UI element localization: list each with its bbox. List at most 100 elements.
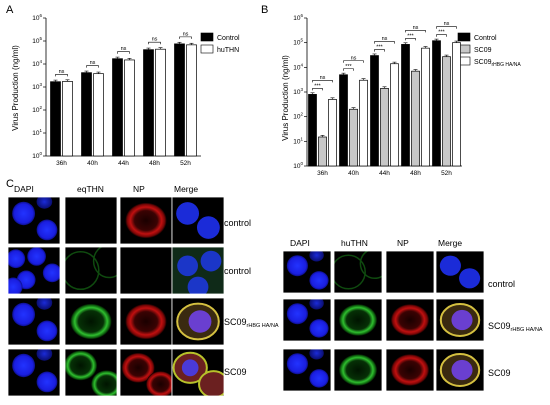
nucleus [12, 201, 36, 226]
panel-letter-c: C [6, 178, 14, 190]
micrograph-right-r1-c4 [435, 250, 485, 294]
chart-a-ytick-label: 105 [32, 36, 42, 45]
significance-label: ns [90, 60, 96, 66]
micrograph-right-r3-c1 [282, 348, 332, 392]
micrograph-left-r4-c2 [64, 348, 118, 397]
micro-left-row3-label: SC09rHBG HA/NA [224, 317, 279, 329]
np-signal [121, 352, 155, 383]
chart-b-ytick-label: 101 [293, 136, 303, 145]
micro-right-header-huthn: huTHN [341, 238, 368, 248]
nucleus [12, 302, 36, 327]
tile-border [282, 250, 332, 294]
significance-label: *** [376, 45, 383, 51]
merge-membrane [439, 353, 481, 387]
chart-a-xtick-label: 52h [180, 160, 191, 167]
bar-b-sc09-48h [421, 47, 430, 167]
bar-b-sc09-40h [349, 108, 358, 167]
tile-border [7, 196, 61, 245]
merge-nucleus [451, 309, 473, 331]
chart-a-xtick-label: 36h [56, 160, 67, 167]
nucleus [8, 277, 23, 294]
significance-bracket [374, 41, 395, 44]
nucleus [286, 255, 308, 277]
micro-right-row3-label: SC09 [488, 368, 511, 378]
thn-signal [92, 247, 117, 279]
micro-left-header-np: NP [133, 184, 145, 194]
panel-letter-a: A [6, 4, 14, 16]
nucleus [36, 349, 53, 361]
nucleus [12, 353, 36, 378]
significance-label: ns [320, 75, 326, 81]
chart-b-xtick-label: 40h [348, 170, 359, 177]
chart-a-ytick-label: 106 [32, 13, 42, 22]
bar-a-huthn-36h [62, 81, 73, 157]
micrograph-left-r4-c4 [171, 348, 225, 397]
significance-label: ns [183, 31, 189, 37]
chart-b-xtick-label: 44h [379, 170, 390, 177]
micro-left-row2-label: control [224, 266, 251, 276]
micrograph-left-r1-c2 [64, 196, 118, 245]
legend-label-sc09: SC09 [474, 47, 492, 54]
bar-b-sc09-52h [452, 42, 461, 167]
chart-a-ylabel: Virus Production (ng/ml) [11, 45, 20, 131]
np-signal [125, 303, 167, 340]
bar-a-huthn-52h [186, 44, 197, 157]
micrograph-grid-right: DAPI huTHN NP Merge control SC09rHBG HA/… [282, 238, 543, 392]
chart-b: Virus Production (ng/ml) Control SC09 SC… [281, 13, 521, 177]
nucleus [309, 299, 324, 310]
significance-bracket [148, 41, 161, 45]
micro-left-header-merge: Merge [174, 184, 198, 194]
nucleus [36, 197, 53, 209]
micrograph-left-r3-c3 [119, 297, 173, 346]
tile-background [386, 251, 434, 293]
np-signal [390, 354, 430, 386]
bar-b-control-52h [432, 40, 441, 167]
significance-bracket [405, 38, 416, 41]
micrograph-right-r1-c2 [333, 250, 383, 294]
micro-right-header-merge: Merge [438, 238, 462, 248]
nucleus [309, 251, 324, 262]
nucleus [286, 303, 308, 325]
bar-a-control-48h [143, 49, 154, 157]
merge-nucleus [181, 359, 199, 377]
tile-border [333, 298, 383, 342]
micro-left-header-eqthn: eqTHN [77, 184, 104, 194]
micrograph-left-r4-c3 [119, 348, 173, 397]
merge-nucleus [187, 276, 209, 294]
significance-bracket [312, 80, 333, 83]
micro-right-header-dapi: DAPI [290, 238, 310, 248]
tile-border [64, 297, 118, 346]
nucleus [27, 247, 46, 266]
nucleus [309, 349, 324, 360]
significance-bracket [405, 30, 426, 33]
nucleus [42, 263, 60, 283]
significance-label: ns [121, 46, 127, 52]
chart-a-xtick-label: 40h [87, 160, 98, 167]
tile-border [435, 298, 485, 342]
legend-swatch-control [200, 32, 214, 42]
significance-label: *** [345, 64, 352, 70]
merge-nucleus [176, 202, 200, 225]
significance-label: *** [438, 30, 445, 36]
significance-label: ns [413, 25, 419, 31]
chart-b-ytick-label: 104 [293, 62, 303, 71]
micro-right-header-np: NP [397, 238, 409, 248]
micrograph-left-r3-c4 [171, 297, 225, 346]
micrograph-right-r2-c3 [385, 298, 435, 342]
bar-b-control-40h [339, 74, 348, 167]
legend-label-huthn: huTHN [217, 47, 239, 54]
chart-b-ytick-label: 100 [293, 161, 303, 170]
bar-b-sc09-36h [328, 99, 337, 167]
micrograph-left-r3-c1 [7, 297, 61, 346]
bar-a-huthn-40h [93, 73, 104, 157]
chart-a-ytick-label: 100 [32, 151, 42, 160]
significance-label: ns [351, 55, 357, 61]
tile-border [282, 348, 332, 392]
significance-label: ns [59, 69, 65, 75]
thn-signal [65, 250, 100, 291]
chart-b-legend: Control SC09 SC09rHBG HA/NA [457, 32, 521, 68]
tile-border [171, 196, 225, 245]
nucleus [36, 371, 58, 393]
significance-label: *** [407, 33, 414, 39]
